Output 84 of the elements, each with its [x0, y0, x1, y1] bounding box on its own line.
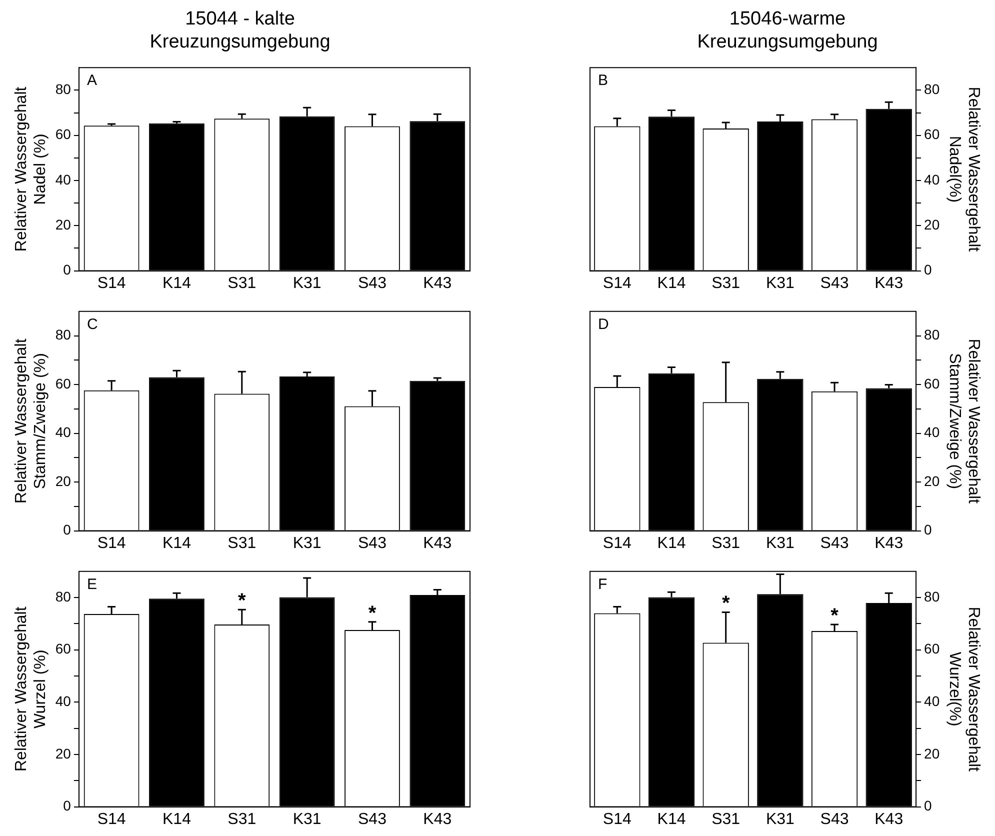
y-tick-label: 80	[924, 588, 940, 604]
x-tick-label: K43	[423, 810, 452, 828]
y-tick-label: 0	[924, 262, 932, 278]
y-tick-label: 40	[924, 171, 940, 188]
y-tick-label: 60	[55, 375, 72, 392]
annotation: E	[86, 576, 97, 594]
y-tick-label: 20	[924, 216, 940, 233]
x-tick-label: S43	[358, 810, 387, 828]
y-tick-label: 60	[924, 126, 940, 142]
x-tick-label: K14	[657, 810, 686, 828]
x-tick-label: S14	[97, 810, 126, 828]
y-tick-label: 20	[924, 745, 940, 762]
y-tick-label: 20	[55, 216, 72, 233]
x-tick-label: S31	[228, 534, 256, 552]
y-tick-label: 80	[924, 326, 940, 343]
x-tick-label: K31	[292, 274, 322, 292]
x-tick-label: K14	[162, 274, 192, 292]
annotation: *	[368, 602, 376, 624]
annotation: F	[598, 576, 608, 594]
annotation: *	[722, 592, 730, 615]
x-tick-label: S43	[820, 810, 849, 828]
y-tick-label: 60	[55, 126, 72, 142]
y-tick-label: 80	[55, 588, 72, 604]
x-tick-label: K14	[162, 810, 192, 828]
x-tick-label: K43	[874, 810, 904, 828]
x-tick-label: K14	[657, 534, 686, 552]
y-tick-label: 0	[63, 522, 72, 538]
x-tick-label: K31	[292, 810, 322, 828]
annotation: *	[830, 605, 839, 628]
chart-title: 15046-warme Kreuzungsumgebung	[697, 8, 878, 52]
y-tick-label: 40	[55, 693, 72, 710]
y-axis-title: Relativer Wassergehalt Wurzel(%)	[946, 606, 982, 772]
x-tick-label: S14	[97, 274, 126, 292]
y-tick-label: 60	[924, 375, 940, 392]
y-tick-label: 0	[924, 798, 932, 814]
y-tick-label: 40	[924, 693, 940, 710]
x-tick-label: K31	[766, 534, 795, 552]
annotation: D	[598, 316, 609, 334]
annotation: *	[238, 590, 246, 612]
x-tick-label: K31	[766, 274, 795, 292]
x-tick-label: K14	[162, 534, 192, 552]
y-tick-label: 80	[55, 326, 72, 343]
x-tick-label: K43	[423, 274, 452, 292]
y-tick-label: 80	[924, 81, 940, 98]
y-tick-label: 80	[55, 81, 72, 98]
x-tick-label: S14	[97, 534, 126, 552]
x-tick-label: K31	[292, 534, 322, 552]
x-tick-label: S43	[820, 274, 849, 292]
x-tick-label: K14	[657, 274, 686, 292]
y-axis-title: Relativer Wassergehalt Stamm/Zweige (%)	[946, 338, 982, 504]
y-axis-title: Relativer Wassergehalt Nadel(%)	[946, 86, 982, 252]
annotation: A	[86, 72, 97, 90]
y-tick-label: 60	[924, 640, 940, 657]
y-axis-title: Relativer Wassergehalt Stamm/Zweige (%)	[13, 338, 50, 504]
x-tick-label: S43	[820, 534, 849, 552]
y-axis-title: Relativer Wassergehalt Wurzel (%)	[13, 606, 50, 772]
x-tick-label: S31	[228, 810, 256, 828]
x-tick-label: S14	[602, 534, 632, 552]
x-tick-label: S14	[602, 810, 632, 828]
y-tick-label: 40	[924, 424, 940, 440]
x-tick-label: S43	[358, 534, 387, 552]
annotation: B	[598, 72, 608, 90]
x-tick-label: K43	[874, 534, 904, 552]
y-tick-label: 0	[924, 522, 932, 538]
y-tick-label: 20	[924, 472, 940, 489]
x-tick-label: S31	[712, 274, 740, 292]
x-tick-label: K43	[423, 534, 452, 552]
x-tick-label: S43	[358, 274, 387, 292]
x-tick-label: K31	[766, 810, 795, 828]
x-tick-label: S14	[602, 274, 632, 292]
y-tick-label: 60	[55, 640, 72, 657]
x-tick-label: S31	[228, 274, 256, 292]
x-tick-label: S31	[712, 810, 740, 828]
x-tick-label: K43	[874, 274, 904, 292]
y-tick-label: 20	[55, 745, 72, 762]
y-tick-label: 0	[63, 798, 72, 814]
y-tick-label: 0	[63, 262, 72, 278]
annotation: C	[86, 316, 98, 334]
chart-title: 15044 - kalte Kreuzungsumgebung	[150, 8, 330, 52]
y-tick-label: 40	[55, 424, 72, 440]
y-tick-label: 20	[55, 472, 72, 489]
y-axis-title: Relativer Wassergehalt Nadel (%)	[13, 86, 50, 252]
x-tick-label: S31	[712, 534, 740, 552]
y-tick-label: 40	[55, 171, 72, 188]
